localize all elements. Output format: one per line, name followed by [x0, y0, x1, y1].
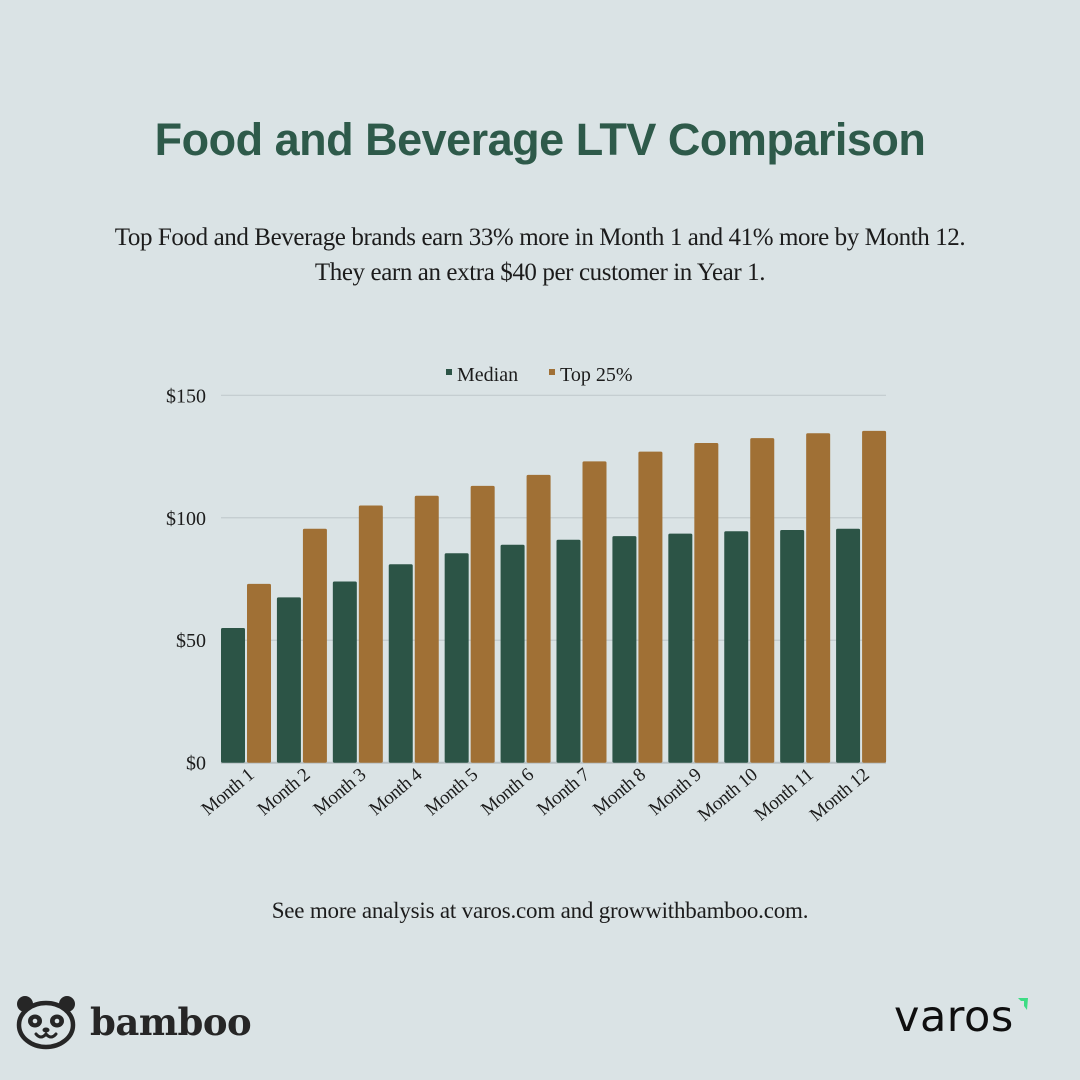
bar-median: [276, 597, 301, 763]
varos-logo: varos: [894, 992, 1030, 1042]
varos-accent-icon: [1017, 998, 1028, 1010]
bar-median: [332, 581, 357, 763]
x-tick-label: Month 3: [309, 764, 370, 820]
bar-median: [724, 531, 749, 763]
bar-top25: [582, 461, 607, 763]
x-tick-label: Month 10: [694, 764, 761, 825]
bar-top25: [638, 451, 663, 763]
legend-swatch-top25: [549, 369, 555, 375]
page-subtitle: Top Food and Beverage brands earn 33% mo…: [114, 224, 966, 286]
y-tick-label: $150: [166, 385, 206, 407]
footer-note: See more analysis at varos.com and groww…: [271, 898, 809, 923]
y-tick-label: $50: [176, 630, 206, 652]
legend: Median Top 25%: [446, 364, 632, 386]
bar-top25: [862, 430, 887, 763]
x-tick-label: Month 6: [477, 764, 538, 820]
bar-top25: [806, 433, 831, 763]
x-tick-label: Month 4: [365, 764, 426, 820]
bar-median: [612, 536, 637, 763]
y-tick-label: $0: [186, 753, 206, 775]
bars: [221, 430, 887, 763]
bar-top25: [470, 485, 495, 763]
bar-top25: [358, 505, 383, 763]
bar-top25: [750, 438, 775, 763]
varos-wordmark: varos: [894, 992, 1014, 1042]
y-tick-label: $100: [166, 508, 206, 530]
bar-median: [221, 627, 245, 763]
x-tick-label: Month 8: [589, 764, 650, 820]
legend-label: Top 25%: [560, 364, 632, 386]
bar-top25: [302, 528, 327, 763]
legend-label: Median: [457, 364, 518, 386]
bar-top25: [414, 495, 439, 763]
bar-median: [388, 564, 413, 763]
bar-median: [500, 544, 525, 763]
x-tick-label: Month 2: [254, 764, 315, 820]
bar-median: [444, 553, 469, 763]
bar-median: [836, 528, 861, 763]
bar-median: [780, 530, 805, 763]
x-tick-label: Month 12: [806, 764, 873, 825]
bar-top25: [694, 443, 719, 763]
x-tick-label: Month 5: [421, 764, 482, 820]
page-title: Food and Beverage LTV Comparison: [154, 114, 926, 165]
gridlines: [221, 394, 886, 764]
bamboo-logo: bamboo: [14, 994, 252, 1050]
x-tick-label: Month 7: [533, 764, 594, 820]
bar-top25: [526, 474, 551, 763]
legend-swatch-median: [446, 369, 452, 375]
bamboo-wordmark: bamboo: [90, 1000, 252, 1044]
bar-top25: [247, 583, 271, 763]
bar-median: [556, 539, 581, 763]
y-axis: $0 $50 $100 $150: [166, 385, 206, 774]
x-tick-label: Month 11: [750, 764, 817, 825]
bar-median: [668, 533, 693, 763]
x-tick-label: Month 1: [198, 764, 259, 820]
panda-icon: [16, 996, 76, 1050]
